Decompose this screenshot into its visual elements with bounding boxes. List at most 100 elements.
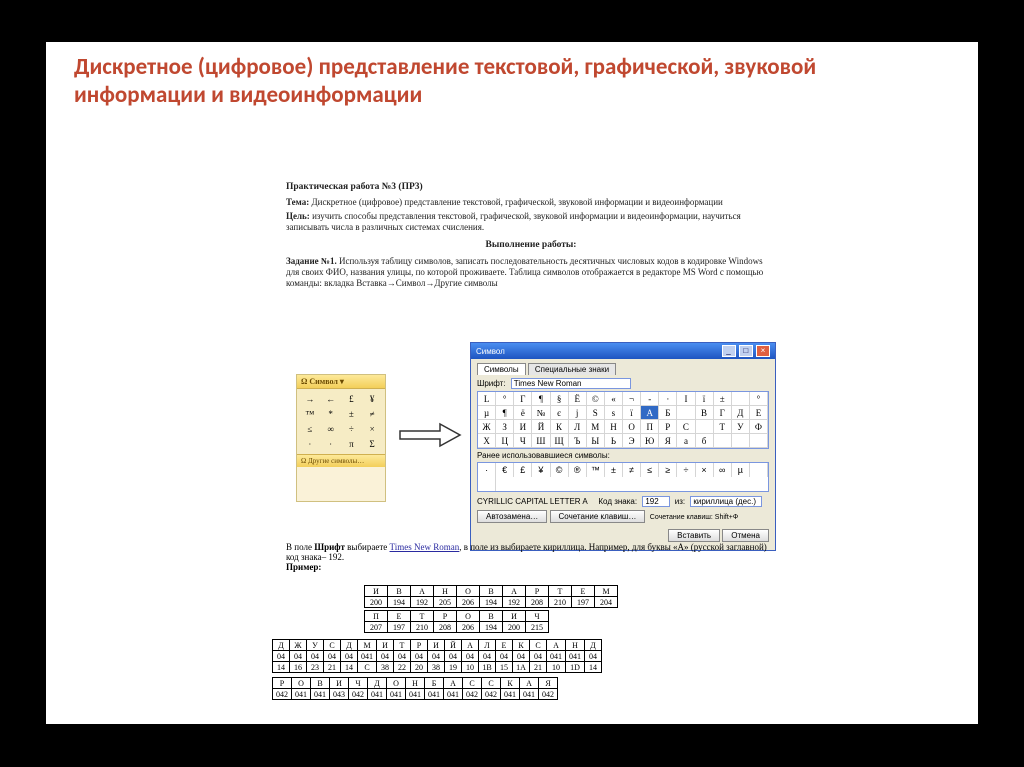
sym-cell[interactable]: Ф — [750, 420, 768, 434]
sym-cell[interactable]: Э — [623, 434, 641, 448]
font-select[interactable]: Times New Roman — [511, 378, 631, 389]
sym-cell[interactable]: Ь — [605, 434, 623, 448]
sym-cell[interactable]: Л — [569, 420, 587, 434]
sym-cell[interactable]: Ж — [478, 420, 496, 434]
recent-cell[interactable]: £ — [514, 463, 532, 477]
symbol-dropdown-header[interactable]: Ω Символ ▾ — [297, 375, 385, 389]
sym-cell[interactable]: Ч — [514, 434, 532, 448]
mini-cell[interactable]: * — [321, 407, 341, 421]
sym-cell[interactable]: С — [677, 420, 695, 434]
close-button[interactable]: × — [756, 345, 770, 357]
mini-cell[interactable]: → — [300, 392, 320, 406]
sym-cell[interactable]: Ъ — [569, 434, 587, 448]
sym-cell[interactable]: S — [587, 406, 605, 420]
minimize-button[interactable]: _ — [722, 345, 736, 357]
sym-cell[interactable]: s — [605, 406, 623, 420]
recent-cell[interactable]: ™ — [587, 463, 605, 477]
recent-cell[interactable] — [478, 477, 496, 491]
sym-cell[interactable]: К — [551, 420, 569, 434]
symbol-grid[interactable]: L°Г¶§Ё©«¬-·Iï±°µ¶ё№єjSsїАБВГДЕЖЗИЙКЛМНОП… — [477, 391, 769, 449]
recent-cell[interactable]: € — [496, 463, 514, 477]
recent-cell[interactable]: × — [696, 463, 714, 477]
sym-cell[interactable] — [732, 392, 750, 406]
cancel-button[interactable]: Отмена — [722, 529, 769, 542]
sym-cell[interactable]: ± — [714, 392, 732, 406]
sym-cell[interactable]: ї — [623, 406, 641, 420]
tab-special[interactable]: Специальные знаки — [528, 363, 616, 375]
dialog-titlebar[interactable]: Символ _ □ × — [471, 343, 775, 359]
recent-cell[interactable]: ≠ — [623, 463, 641, 477]
recent-cell[interactable]: µ — [732, 463, 750, 477]
sym-cell[interactable]: Щ — [551, 434, 569, 448]
tab-symbols[interactable]: Символы — [477, 363, 526, 375]
sym-cell[interactable]: а — [677, 434, 695, 448]
mini-cell[interactable]: π — [342, 437, 362, 451]
sym-cell[interactable]: З — [496, 420, 514, 434]
sym-cell[interactable]: Ц — [496, 434, 514, 448]
sym-cell[interactable]: У — [732, 420, 750, 434]
sym-cell[interactable]: Е — [750, 406, 768, 420]
sym-cell[interactable]: Х — [478, 434, 496, 448]
sym-cell[interactable]: Я — [659, 434, 677, 448]
sym-cell[interactable]: И — [514, 420, 532, 434]
mini-cell[interactable]: × — [362, 422, 382, 436]
sym-cell[interactable]: ¶ — [532, 392, 550, 406]
more-symbols-link[interactable]: Ω Другие символы… — [297, 454, 385, 467]
sym-cell[interactable]: Д — [732, 406, 750, 420]
autocorrect-button[interactable]: Автозамена… — [477, 510, 547, 523]
mini-cell[interactable]: ÷ — [342, 422, 362, 436]
code-input[interactable]: 192 — [642, 496, 670, 507]
maximize-button[interactable]: □ — [739, 345, 753, 357]
sym-cell[interactable]: П — [641, 420, 659, 434]
sym-cell[interactable]: I — [677, 392, 695, 406]
sym-cell[interactable]: б — [696, 434, 714, 448]
recent-cell[interactable] — [750, 463, 768, 477]
insert-button[interactable]: Вставить — [668, 529, 720, 542]
sym-cell[interactable]: А — [641, 406, 659, 420]
recent-cell[interactable]: ® — [569, 463, 587, 477]
sym-cell[interactable]: № — [532, 406, 550, 420]
recent-symbols[interactable]: ·€£¥©®™±≠≤≥÷×∞µ — [477, 462, 769, 492]
sym-cell[interactable]: Н — [605, 420, 623, 434]
sym-cell[interactable]: - — [641, 392, 659, 406]
mini-cell[interactable]: ← — [321, 392, 341, 406]
sym-cell[interactable]: Г — [714, 406, 732, 420]
sym-cell[interactable]: В — [696, 406, 714, 420]
sym-cell[interactable]: ° — [750, 392, 768, 406]
mini-cell[interactable]: Σ — [362, 437, 382, 451]
mini-cell[interactable]: ™ — [300, 407, 320, 421]
sym-cell[interactable]: Ё — [569, 392, 587, 406]
recent-cell[interactable]: © — [551, 463, 569, 477]
sym-cell[interactable] — [696, 420, 714, 434]
recent-cell[interactable]: · — [478, 463, 496, 477]
sym-cell[interactable] — [714, 434, 732, 448]
recent-cell[interactable]: ∞ — [714, 463, 732, 477]
mini-cell[interactable]: ≤ — [300, 422, 320, 436]
sym-cell[interactable] — [677, 406, 695, 420]
sym-cell[interactable]: « — [605, 392, 623, 406]
from-select[interactable]: кириллица (дес.) — [690, 496, 762, 507]
sym-cell[interactable]: µ — [478, 406, 496, 420]
recent-cell[interactable]: ≤ — [641, 463, 659, 477]
mini-cell[interactable]: ∙ — [321, 437, 341, 451]
symbol-dropdown-grid[interactable]: →←£¥™*±≠≤∞÷×∙∙πΣ — [297, 389, 385, 454]
sym-cell[interactable]: Р — [659, 420, 677, 434]
sym-cell[interactable]: Ю — [641, 434, 659, 448]
sym-cell[interactable]: Т — [714, 420, 732, 434]
sym-cell[interactable]: ° — [496, 392, 514, 406]
sym-cell[interactable]: L — [478, 392, 496, 406]
sym-cell[interactable]: Г — [514, 392, 532, 406]
sym-cell[interactable]: Б — [659, 406, 677, 420]
shortcut-button[interactable]: Сочетание клавиш… — [550, 510, 646, 523]
sym-cell[interactable]: ё — [514, 406, 532, 420]
sym-cell[interactable]: Ы — [587, 434, 605, 448]
recent-cell[interactable]: ± — [605, 463, 623, 477]
sym-cell[interactable]: ¶ — [496, 406, 514, 420]
recent-cell[interactable]: ÷ — [677, 463, 695, 477]
sym-cell[interactable]: j — [569, 406, 587, 420]
sym-cell[interactable]: · — [659, 392, 677, 406]
sym-cell[interactable]: Й — [532, 420, 550, 434]
sym-cell[interactable]: є — [551, 406, 569, 420]
mini-cell[interactable]: ¥ — [362, 392, 382, 406]
sym-cell[interactable]: © — [587, 392, 605, 406]
